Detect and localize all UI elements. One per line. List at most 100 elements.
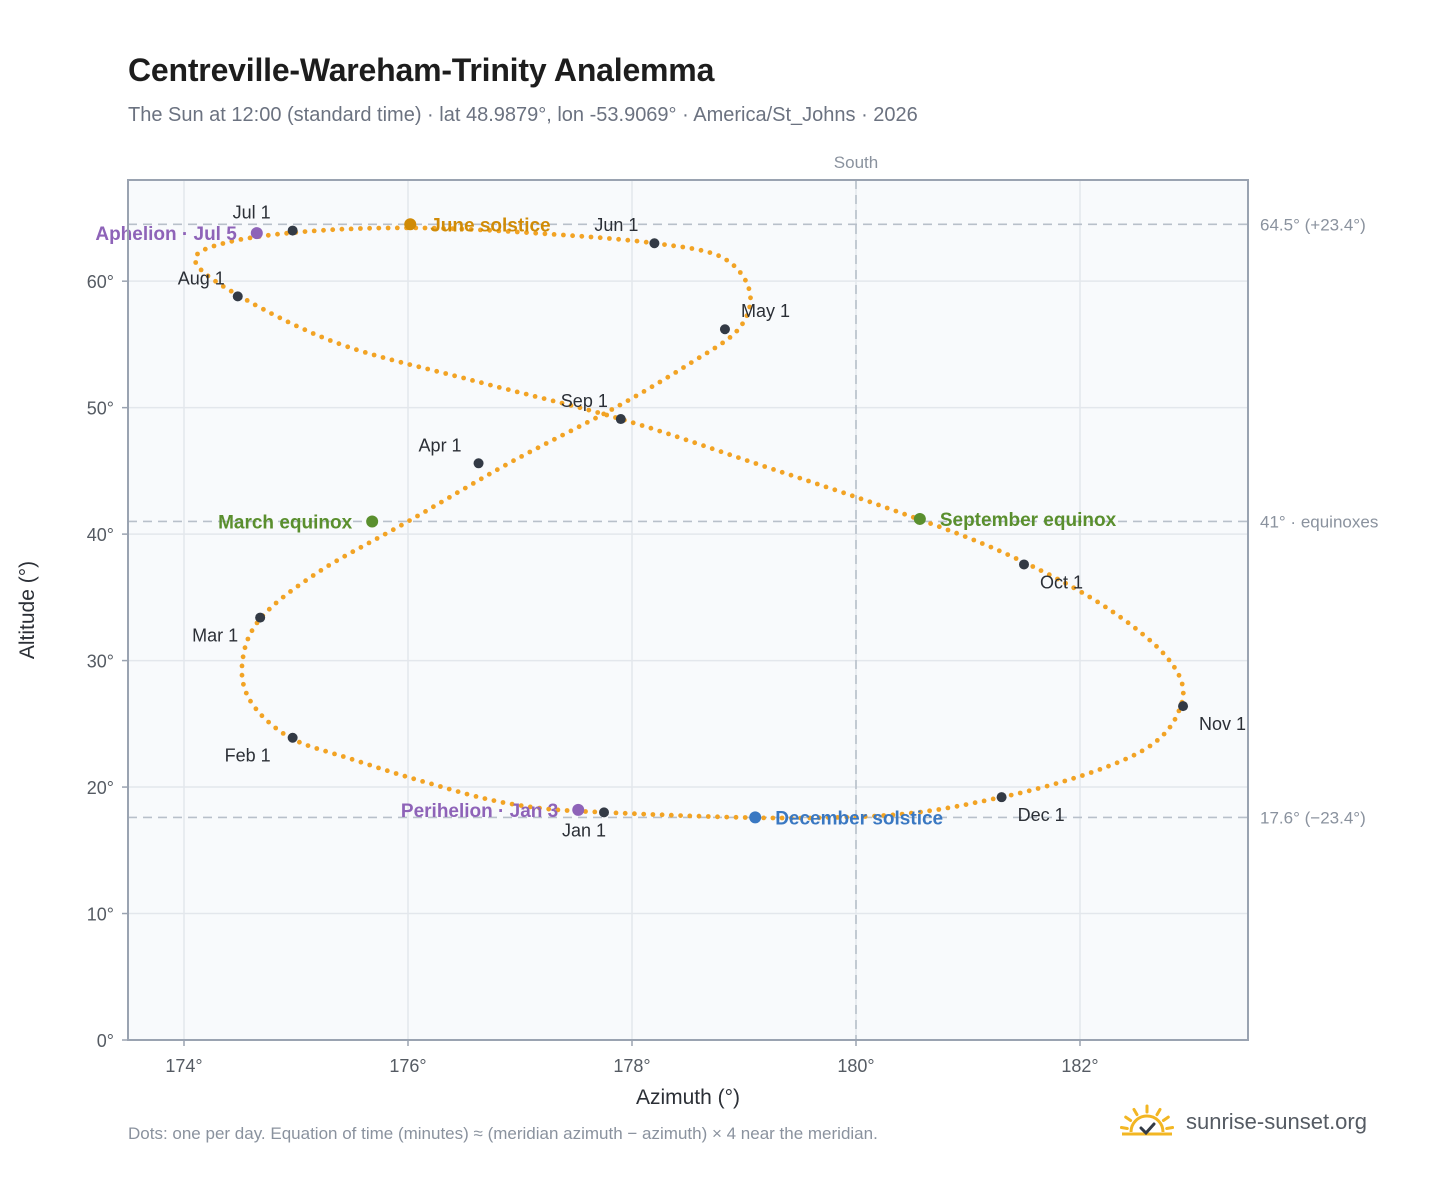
daily-dot: [473, 794, 479, 799]
daily-dot: [452, 373, 457, 379]
logo-sun-ray: [1132, 1107, 1139, 1117]
daily-dot: [238, 237, 244, 242]
daily-dot: [748, 295, 753, 301]
daily-dot: [470, 378, 475, 383]
plot-area: [128, 180, 1248, 1040]
daily-dot: [588, 234, 594, 240]
month-marker: [649, 238, 660, 249]
daily-dot: [482, 796, 488, 801]
daily-dot: [496, 228, 502, 234]
daily-dot: [459, 226, 465, 232]
daily-dot: [345, 344, 351, 350]
daily-dot: [514, 389, 520, 395]
daily-dot: [423, 509, 428, 514]
daily-dot: [275, 231, 280, 237]
special-label: Perihelion · Jan 3: [401, 801, 558, 822]
daily-dot: [576, 424, 582, 430]
daily-dot: [261, 306, 266, 312]
daily-dot: [1079, 590, 1085, 595]
daily-dot: [1166, 657, 1172, 663]
month-label: Jun 1: [594, 215, 638, 235]
daily-dot: [701, 443, 706, 449]
daily-dot: [462, 485, 468, 491]
brand[interactable]: sunrise-sunset.org: [1120, 1104, 1367, 1140]
daily-dot: [770, 815, 776, 821]
daily-dot: [367, 225, 372, 231]
daily-dot: [727, 335, 733, 340]
daily-dot: [354, 347, 359, 353]
daily-dot: [798, 815, 803, 821]
daily-dot: [1080, 773, 1085, 778]
daily-dot: [243, 690, 249, 696]
daily-dot: [630, 420, 636, 426]
daily-dot: [303, 578, 308, 584]
daily-dot: [698, 247, 704, 253]
daily-dot: [402, 773, 408, 779]
daily-dot: [330, 227, 336, 233]
daily-dot: [519, 454, 524, 459]
daily-dot: [454, 490, 460, 496]
daily-dot: [336, 341, 342, 347]
daily-dot: [688, 360, 694, 365]
daily-dot: [641, 389, 647, 394]
daily-dot: [1013, 556, 1019, 561]
daily-dot: [310, 331, 316, 336]
daily-dot: [570, 233, 575, 239]
daily-dot: [193, 260, 199, 265]
daily-dot: [340, 754, 346, 759]
daily-dot: [712, 345, 718, 351]
daily-dot: [273, 600, 279, 606]
daily-dot: [564, 808, 570, 813]
daily-dot: [747, 304, 753, 310]
daily-dot: [550, 398, 556, 404]
daily-dot: [779, 815, 785, 821]
daily-dot: [595, 410, 601, 415]
daily-dot: [788, 472, 794, 478]
month-label: Dec 1: [1018, 805, 1065, 825]
daily-dot: [668, 812, 674, 818]
daily-dot: [524, 230, 529, 236]
daily-dot: [415, 513, 420, 519]
special-marker: [913, 512, 926, 525]
daily-dot: [259, 713, 265, 719]
daily-dot: [434, 368, 440, 374]
daily-dot: [366, 540, 372, 546]
daily-dot: [872, 813, 877, 819]
month-marker: [232, 291, 243, 302]
daily-dot: [1030, 564, 1036, 569]
daily-dot: [568, 403, 574, 408]
daily-dot: [1147, 637, 1153, 643]
daily-dot: [527, 804, 533, 810]
daily-dot: [650, 812, 656, 817]
daily-dot: [382, 531, 388, 537]
x-tick-label: 176°: [389, 1056, 426, 1076]
daily-dot: [280, 594, 286, 600]
daily-dot: [832, 487, 838, 493]
logo-sun-ray: [1120, 1125, 1129, 1131]
daily-dot: [244, 298, 250, 303]
daily-dot: [720, 340, 725, 346]
daily-dot: [411, 776, 417, 782]
daily-dot: [326, 563, 332, 568]
daily-dot: [737, 270, 743, 275]
daily-dot: [1110, 609, 1116, 615]
daily-dot: [537, 805, 542, 811]
daily-dot: [265, 232, 271, 238]
daily-dot: [362, 350, 368, 355]
daily-dot: [744, 313, 750, 319]
daily-dot: [394, 225, 400, 231]
x-axis-title: Azimuth (°): [636, 1086, 740, 1109]
daily-dot: [348, 226, 354, 232]
daily-dot: [753, 461, 759, 466]
daily-dot: [674, 434, 680, 440]
daily-dot: [398, 359, 404, 365]
daily-dot: [399, 522, 404, 528]
month-label: Nov 1: [1199, 714, 1246, 734]
daily-dot: [835, 815, 840, 820]
daily-dot: [422, 225, 428, 231]
daily-dot: [577, 405, 583, 411]
logo-sun-arc: [1129, 1114, 1165, 1133]
daily-dot: [561, 232, 566, 238]
daily-dot: [579, 233, 585, 239]
daily-dot: [407, 518, 412, 523]
